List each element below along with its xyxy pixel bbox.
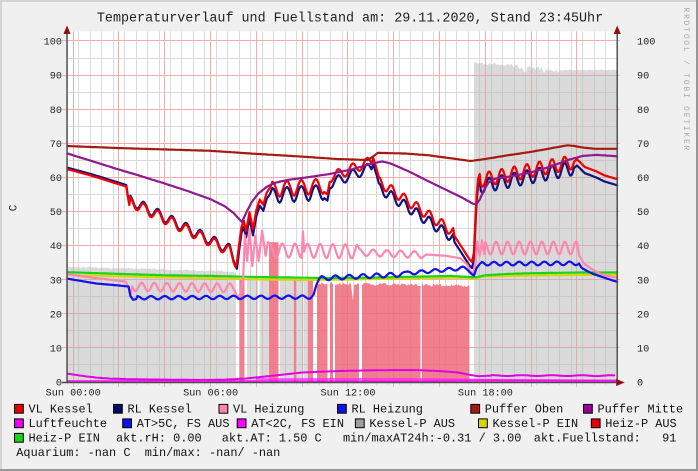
svg-text:akt.AT: 1.50 C: akt.AT: 1.50 C <box>222 432 322 446</box>
svg-text:80: 80 <box>637 106 649 117</box>
svg-text:50: 50 <box>637 208 649 219</box>
svg-text:40: 40 <box>637 242 649 253</box>
svg-text:40: 40 <box>50 242 62 253</box>
svg-text:Puffer Mitte: Puffer Mitte <box>598 403 684 417</box>
svg-text:100: 100 <box>44 38 62 49</box>
svg-text:10: 10 <box>637 345 649 356</box>
svg-text:VL Kessel: VL Kessel <box>29 403 93 417</box>
svg-text:30: 30 <box>50 276 62 287</box>
svg-text:AT>5C, FS AUS: AT>5C, FS AUS <box>137 417 230 431</box>
svg-text:70: 70 <box>637 140 649 151</box>
svg-text:Sun 00:00: Sun 00:00 <box>46 389 101 400</box>
svg-text:akt.Fuellstand: 91: akt.Fuellstand: 91 <box>534 432 677 446</box>
svg-text:Heiz-P EIN: Heiz-P EIN <box>29 432 100 446</box>
svg-text:Sun 06:00: Sun 06:00 <box>183 389 238 400</box>
svg-text:Temperaturverlauf und Fuellsta: Temperaturverlauf und Fuellstand am: 29.… <box>97 12 603 27</box>
svg-text:AT<2C, FS EIN: AT<2C, FS EIN <box>251 417 344 431</box>
svg-text:60: 60 <box>637 174 649 185</box>
svg-text:Heiz-P AUS: Heiz-P AUS <box>605 417 676 431</box>
svg-text:30: 30 <box>637 276 649 287</box>
svg-text:20: 20 <box>637 310 649 321</box>
svg-text:20: 20 <box>50 310 62 321</box>
svg-text:Kessel-P EIN: Kessel-P EIN <box>493 417 579 431</box>
svg-text:Puffer Oben: Puffer Oben <box>485 403 564 417</box>
svg-text:100: 100 <box>637 38 655 49</box>
svg-text:min/maxAT24h:-0.31 / 3.00: min/maxAT24h:-0.31 / 3.00 <box>343 432 521 446</box>
svg-text:Sun 12:00: Sun 12:00 <box>320 389 375 400</box>
svg-text:Kessel-P AUS: Kessel-P AUS <box>369 417 455 431</box>
svg-text:90: 90 <box>50 72 62 83</box>
svg-text:80: 80 <box>50 106 62 117</box>
svg-text:0: 0 <box>56 379 62 390</box>
svg-text:90: 90 <box>637 72 649 83</box>
svg-text:70: 70 <box>50 140 62 151</box>
svg-text:RL Heizung: RL Heizung <box>352 403 423 417</box>
svg-text:C: C <box>9 204 21 211</box>
svg-text:60: 60 <box>50 174 62 185</box>
svg-text:10: 10 <box>50 345 62 356</box>
svg-text:Sun 18:00: Sun 18:00 <box>458 389 513 400</box>
svg-text:RRDTOOL / TOBI OETIKER: RRDTOOL / TOBI OETIKER <box>681 8 689 153</box>
svg-text:Aquarium: -nan C min/max: -na: Aquarium: -nan C min/max: -nan/ -nan <box>16 446 280 460</box>
svg-text:50: 50 <box>50 208 62 219</box>
svg-text:VL Heizung: VL Heizung <box>233 403 304 417</box>
svg-text:akt.rH: 0.00: akt.rH: 0.00 <box>116 432 202 446</box>
svg-text:RL Kessel: RL Kessel <box>128 403 192 417</box>
svg-text:Luftfeuchte: Luftfeuchte <box>29 417 108 431</box>
svg-text:0: 0 <box>637 379 643 390</box>
